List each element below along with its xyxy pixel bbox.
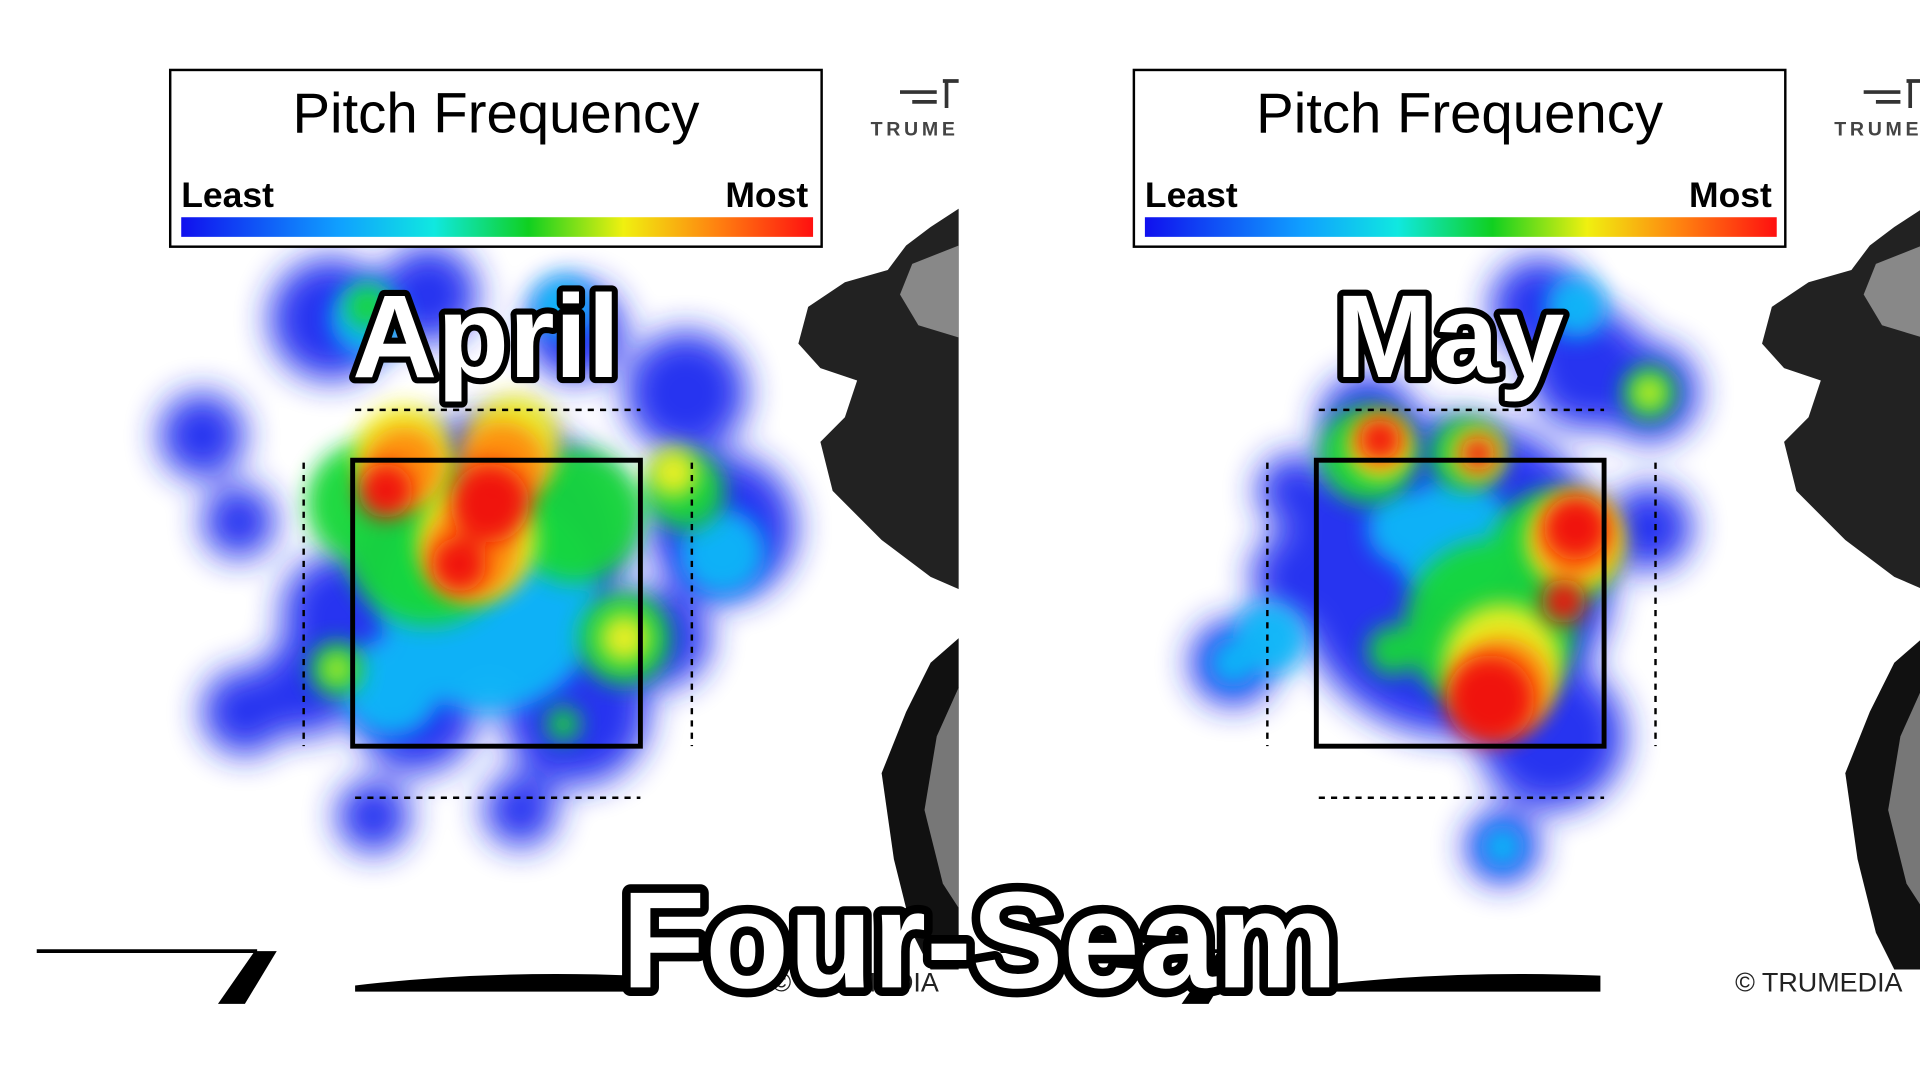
heat-blob <box>1541 579 1586 624</box>
batter <box>924 687 959 909</box>
legend-low: Least <box>181 175 274 215</box>
footer-text: © TRUMEDIA <box>771 967 938 997</box>
heat-blob <box>1360 419 1400 459</box>
heat-blob <box>1545 276 1607 338</box>
logo-text: TRUMEDIA <box>871 118 1004 140</box>
heat-blob <box>679 509 766 596</box>
panel: Pitch Frequency Least Most TRUMEDIA © TRUMED… <box>36 68 1004 1004</box>
legend-title: Pitch Frequency <box>292 82 700 145</box>
heat-blob <box>202 484 276 559</box>
heat-blob <box>648 447 698 498</box>
heat-blob <box>483 773 558 847</box>
heat-blob <box>1460 436 1496 472</box>
heat-blob <box>1480 824 1525 869</box>
legend-title: Pitch Frequency <box>1256 82 1664 145</box>
batter <box>1863 246 1920 337</box>
heat-blob <box>1634 378 1665 408</box>
batter <box>881 638 959 970</box>
heat-blob <box>1257 454 1332 528</box>
logo-mark <box>900 79 959 108</box>
heat-blob <box>600 613 649 663</box>
footer-text: © TRUMEDIA <box>1735 967 1902 997</box>
mound <box>355 973 637 992</box>
heatmap <box>1190 257 1699 884</box>
heat-blob <box>624 331 747 455</box>
heat-blob <box>1446 655 1535 744</box>
legend-high: Most <box>1689 175 1772 215</box>
heat-layer <box>1360 419 1608 744</box>
strike-zone <box>1313 457 1607 749</box>
heat-blob <box>1544 495 1608 560</box>
legend-gradient <box>181 217 814 237</box>
month-label: May <box>1335 270 1564 402</box>
batter <box>1888 692 1920 905</box>
panel: Pitch Frequency Least Most TRUMEDIA © TRUMED… <box>1000 68 1920 1004</box>
heat-blob <box>532 276 594 338</box>
heat-blob <box>358 463 413 518</box>
legend-high: Most <box>725 175 808 215</box>
ground-slash <box>217 951 277 1004</box>
logo-text: TRUMEDIA <box>1834 118 1920 140</box>
logo-mark <box>1863 79 1920 108</box>
heat-blob <box>546 706 581 742</box>
heat-blob <box>324 656 349 682</box>
heat-blob <box>1367 625 1417 675</box>
main-title: Four-Seam <box>621 864 1337 1017</box>
month-label: April <box>352 270 620 402</box>
legend-low: Least <box>1145 175 1238 215</box>
heat-blob <box>432 537 487 592</box>
heat-blob <box>159 392 245 479</box>
legend-gradient <box>1144 217 1777 237</box>
batter <box>1845 640 1920 970</box>
ground-slash <box>1181 951 1241 1004</box>
heat-blob <box>1606 484 1693 571</box>
mound <box>1318 973 1601 992</box>
heat-blob <box>450 463 529 543</box>
heat-blob <box>336 779 411 853</box>
heat-blob <box>342 638 441 737</box>
heatmap <box>159 245 796 853</box>
heat-blob <box>345 284 390 329</box>
heat-blob <box>1208 638 1258 688</box>
heat-layer <box>358 463 529 592</box>
batter <box>900 245 959 338</box>
strike-zone <box>350 457 643 749</box>
